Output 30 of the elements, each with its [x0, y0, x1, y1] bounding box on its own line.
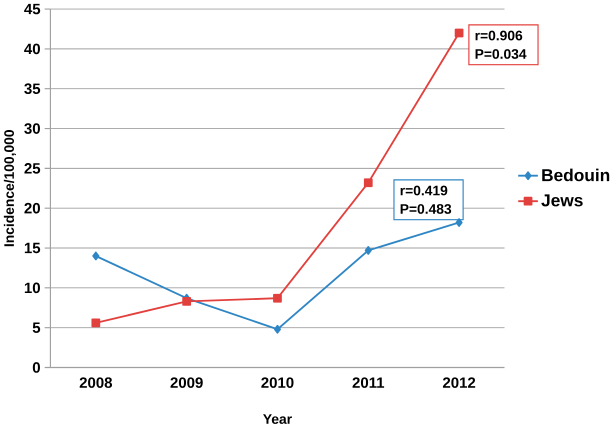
y-axis-title: Incidence/100,000 [4, 130, 16, 246]
point [91, 318, 100, 328]
y-tick-label: 15 [24, 242, 40, 254]
point [273, 294, 282, 303]
y-tick-label: 0 [32, 362, 40, 373]
x-tick-label: 2010 [261, 377, 294, 388]
y-tick-label: 25 [24, 163, 40, 174]
annotation: r=0.419 P=0.483 [400, 186, 452, 214]
point [364, 246, 372, 255]
y-tick-label: 35 [24, 84, 40, 94]
x-tick-label: 2009 [170, 377, 203, 388]
point [92, 252, 100, 260]
y-tick-label: 45 [24, 4, 40, 14]
point [182, 297, 192, 306]
point [364, 178, 373, 188]
x-tick-label: 2012 [442, 377, 476, 388]
y-tick-label: 20 [24, 202, 40, 214]
y-tick-label: 5 [32, 322, 40, 334]
y-tick-label: 10 [24, 282, 40, 294]
legend-label: Bedouin [542, 168, 610, 182]
point [454, 28, 464, 38]
x-tick-label: 2008 [80, 377, 112, 388]
x-axis-title: Year [263, 414, 292, 424]
point [456, 218, 463, 228]
point [274, 324, 281, 334]
x-tick-label: 2011 [352, 377, 384, 388]
y-tick-label: 40 [24, 44, 40, 54]
y-tick-label: 30 [24, 123, 40, 134]
annotation: r=0.906 P=0.034 [476, 30, 526, 60]
legend-label: Jews [541, 194, 583, 207]
